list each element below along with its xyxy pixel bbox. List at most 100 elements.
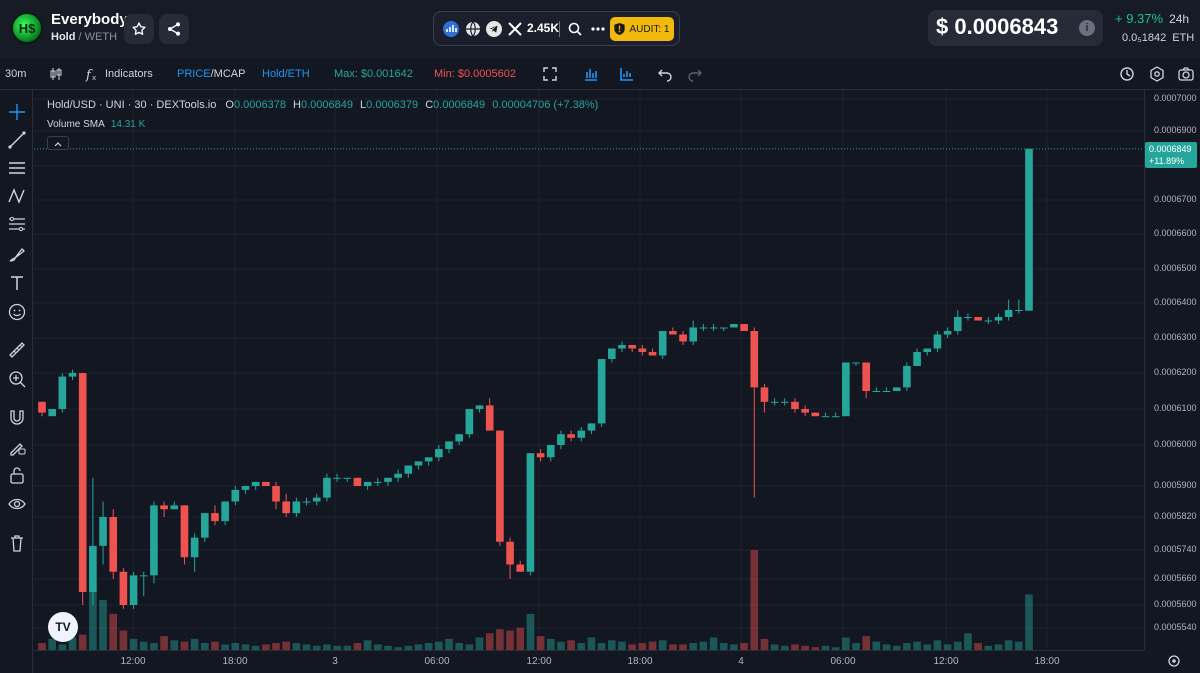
timezone-icon[interactable]	[1119, 66, 1135, 82]
text-icon[interactable]	[7, 273, 27, 293]
volume-bar	[211, 641, 219, 650]
axis-settings-icon[interactable]	[1166, 653, 1182, 669]
candle-body	[1004, 310, 1013, 317]
volume-bar	[190, 638, 199, 650]
last-price-pct: +11.89%	[1149, 156, 1185, 166]
horizontal-lines-icon[interactable]	[7, 158, 27, 178]
ruler-icon[interactable]	[7, 340, 27, 360]
candle-body	[139, 575, 148, 577]
redo-icon[interactable]	[687, 66, 703, 82]
settings-icon[interactable]	[1149, 66, 1165, 82]
candle-body	[597, 359, 606, 424]
candle-body	[99, 517, 107, 546]
volume-bar	[882, 644, 891, 650]
candle-body	[689, 327, 698, 342]
collapse-legend-button[interactable]	[47, 136, 69, 150]
price-chart[interactable]	[34, 90, 1144, 650]
volume-bar	[994, 644, 1003, 650]
volume-bar	[780, 645, 789, 650]
chart-style-bars-icon[interactable]	[583, 66, 599, 82]
volume-bar	[709, 637, 718, 650]
indicators-button[interactable]: Indicators	[105, 68, 153, 80]
share-button[interactable]	[159, 14, 189, 44]
candle-body	[658, 331, 667, 356]
pattern-icon[interactable]	[7, 186, 27, 206]
volume-bar	[618, 641, 626, 650]
volume-bar	[323, 644, 331, 650]
candle-body	[984, 320, 993, 322]
candle-body	[913, 352, 921, 366]
volume-bar	[465, 644, 474, 650]
candle-body	[404, 465, 413, 474]
info-icon[interactable]: i	[1079, 20, 1095, 36]
candle-body	[892, 387, 901, 391]
eye-icon[interactable]	[7, 494, 27, 514]
price-tick-label: 0.0006000	[1154, 439, 1197, 449]
close-value: 0.0006849	[433, 99, 486, 111]
search-icon[interactable]	[567, 21, 583, 37]
trash-icon[interactable]	[7, 533, 27, 553]
volume-label: Volume SMA	[47, 119, 105, 130]
volume-bar	[150, 643, 158, 650]
token-logo: H$	[11, 12, 43, 44]
volume-bar	[343, 645, 352, 650]
crosshair-icon[interactable]	[7, 102, 27, 122]
volume-bar	[180, 641, 189, 650]
volume-bar	[445, 638, 453, 650]
candle-body	[262, 481, 270, 486]
candle-body	[872, 391, 881, 392]
volume-bar	[953, 641, 962, 650]
volume-bar	[557, 641, 565, 650]
telegram-icon[interactable]	[486, 21, 502, 37]
volume-bar	[669, 644, 677, 650]
volume-bar	[648, 641, 657, 650]
price-tick-label: 0.0006500	[1154, 263, 1197, 273]
candle-body	[343, 477, 352, 479]
time-axis[interactable]: 12:00 18:00 3 06:00 12:00 18:00 4 06:00 12:00 18:…	[34, 650, 1144, 673]
magnet-icon[interactable]	[7, 408, 27, 428]
globe-icon[interactable]	[465, 21, 481, 37]
pair-toggle[interactable]: Hold/ETH	[262, 68, 310, 80]
ohlc-legend: Hold/USD · UNI · 30 · DEXTools.io O0.000…	[47, 99, 598, 111]
price-mcap-toggle[interactable]: PRICE/MCAP	[177, 68, 245, 80]
candle-body	[506, 541, 514, 565]
zoom-in-icon[interactable]	[7, 369, 27, 389]
volume-bar	[302, 644, 311, 650]
trendline-icon[interactable]	[7, 130, 27, 150]
unlock-icon[interactable]	[7, 465, 27, 485]
interval-selector[interactable]: 30m	[5, 68, 27, 80]
time-tick-label: 18:00	[222, 656, 248, 667]
volume-bar	[58, 644, 67, 650]
more-icon[interactable]	[590, 21, 606, 37]
candlestick-type-icon[interactable]	[48, 66, 64, 82]
emoji-icon[interactable]	[7, 302, 27, 322]
audit-label: AUDIT: 1	[629, 23, 670, 35]
fullscreen-icon[interactable]	[542, 66, 558, 82]
candle-body	[231, 489, 240, 502]
lock-drawing-icon[interactable]	[7, 437, 27, 457]
dextools-icon[interactable]	[443, 21, 459, 37]
candle-body	[852, 362, 860, 364]
fib-icon[interactable]	[7, 215, 27, 235]
candle-body	[760, 387, 769, 402]
brush-icon[interactable]	[7, 244, 27, 264]
price-axis[interactable]: 0.00070000.00069000.00068000.00067000.00…	[1144, 90, 1200, 650]
candle-body	[465, 409, 474, 435]
candle-body	[48, 409, 56, 417]
camera-icon[interactable]	[1178, 66, 1194, 82]
volume-bar	[943, 644, 952, 650]
drawing-toolbar	[0, 90, 33, 673]
chart-style-volume-icon[interactable]	[619, 66, 635, 82]
volume-bar	[628, 644, 636, 650]
price-tick-label: 0.0007000	[1154, 93, 1197, 103]
x-twitter-icon[interactable]	[507, 21, 523, 37]
high-value: 0.0006849	[300, 99, 353, 111]
volume-bar	[821, 645, 830, 650]
time-tick-label: 3	[332, 656, 338, 667]
favorite-button[interactable]	[124, 14, 154, 44]
audit-badge[interactable]: AUDIT: 1	[610, 17, 674, 41]
volume-bar	[872, 641, 881, 650]
undo-icon[interactable]	[657, 66, 673, 82]
tradingview-logo[interactable]: TV	[48, 612, 78, 642]
